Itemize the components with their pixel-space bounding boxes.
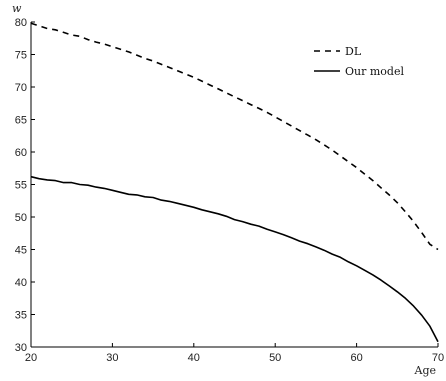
x-tick-label: 50 xyxy=(269,352,281,364)
y-tick-label: 35 xyxy=(15,310,27,322)
series-line-our-model xyxy=(30,175,439,343)
x-tick-label: 70 xyxy=(432,352,444,364)
legend-label: DL xyxy=(345,45,362,58)
y-tick-label: 30 xyxy=(15,342,27,354)
y-tick-label: 70 xyxy=(15,82,27,94)
y-tick-label: 65 xyxy=(15,115,27,127)
y-tick-label: 45 xyxy=(15,245,27,257)
y-tick-label: 60 xyxy=(15,147,27,159)
legend-label: Our model xyxy=(345,65,404,78)
y-tick-label: 80 xyxy=(15,17,27,29)
x-axis-title: Age xyxy=(414,364,437,377)
series-line-dl xyxy=(30,22,439,251)
y-tick-label: 50 xyxy=(15,212,27,224)
x-tick-label: 20 xyxy=(25,352,37,364)
x-tick-label: 60 xyxy=(350,352,362,364)
y-tick-label: 55 xyxy=(15,180,27,192)
legend: DL Our model xyxy=(314,45,404,78)
y-tick-label: 75 xyxy=(15,50,27,62)
x-tick-label: 40 xyxy=(188,352,200,364)
series-layer xyxy=(30,22,439,343)
x-tick-label: 30 xyxy=(106,352,118,364)
y-axis-title: w xyxy=(12,2,22,15)
y-tick-label: 40 xyxy=(15,277,27,289)
